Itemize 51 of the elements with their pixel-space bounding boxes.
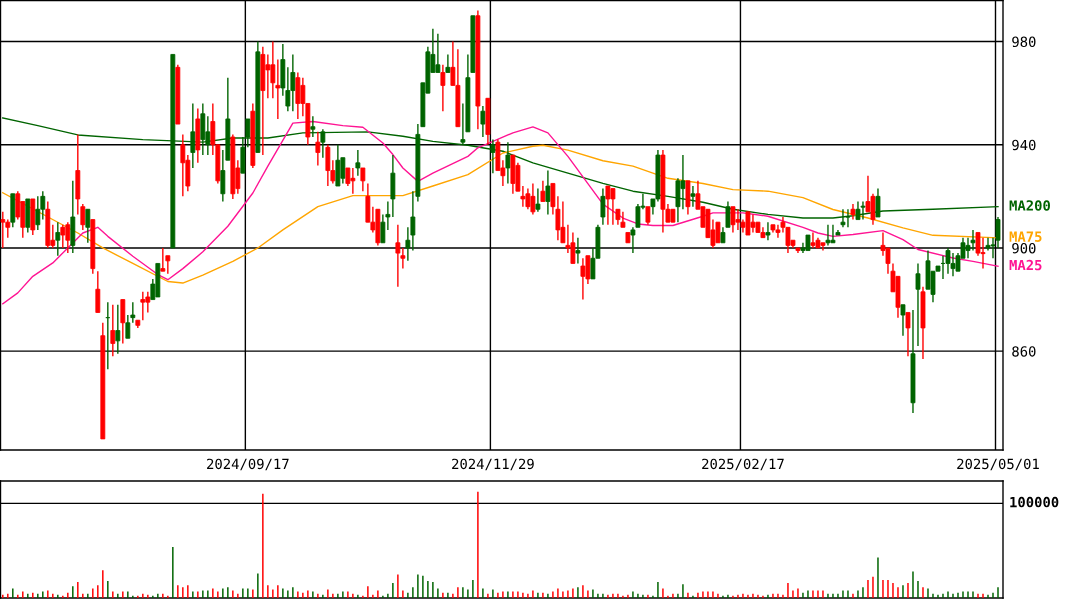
candlestick	[545, 169, 551, 216]
candlestick	[35, 195, 41, 231]
candlestick	[180, 133, 186, 198]
candlestick	[85, 208, 91, 244]
candlestick	[480, 105, 486, 138]
candlestick	[905, 311, 911, 358]
candlestick	[110, 304, 116, 358]
candlestick	[490, 138, 496, 174]
candlestick	[445, 53, 451, 74]
candlestick	[645, 205, 651, 226]
y-tick-label: 900	[1012, 242, 1036, 254]
x-tick-label: 2024/09/17	[207, 458, 289, 471]
x-tick-label: 2024/11/29	[452, 458, 534, 471]
candlestick	[360, 167, 366, 192]
candlestick	[765, 221, 771, 241]
candlestick	[540, 180, 546, 203]
series-label: MA200	[1009, 200, 1050, 211]
text: 100000	[1010, 496, 1059, 508]
y-tick-label: 940	[1012, 139, 1036, 151]
y-tick-label: 980	[1012, 36, 1036, 48]
candlestick	[115, 304, 121, 355]
candlestick	[320, 128, 326, 159]
candlestick	[850, 203, 856, 221]
candlestick	[355, 149, 361, 177]
candlestick	[440, 64, 446, 112]
candlestick	[575, 236, 581, 265]
line-series	[2, 120, 999, 305]
candlestick	[900, 304, 906, 337]
candlestick	[5, 218, 11, 239]
candlestick	[945, 247, 951, 275]
y-tick-label: 860	[1012, 346, 1036, 357]
series-label: MA25	[1009, 259, 1042, 271]
candlestick	[140, 291, 146, 321]
candlestick	[325, 144, 331, 187]
candlestick	[600, 187, 606, 226]
candlestick	[535, 187, 541, 213]
candlestick	[125, 314, 131, 339]
x-tick-label: 2025/02/17	[702, 458, 784, 471]
candlestick	[915, 262, 921, 347]
candlestick	[130, 301, 136, 324]
candlestick	[315, 131, 321, 167]
candlestick	[505, 141, 511, 185]
x-tick-label: 2025/05/01	[957, 458, 1039, 471]
candlestick	[120, 298, 126, 345]
series-label: MA75	[1009, 231, 1042, 242]
candlestick	[55, 221, 61, 257]
candlestick	[0, 211, 6, 249]
candlestick	[60, 224, 66, 249]
candlestick	[95, 270, 101, 314]
candlestick	[690, 185, 696, 208]
candlestick	[160, 247, 166, 272]
